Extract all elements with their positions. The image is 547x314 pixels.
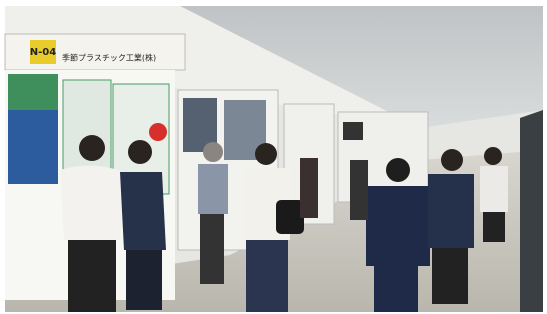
person-legs [374,266,418,312]
person-head [203,142,223,162]
photo: N-04 季節プラスチック工業(株) [0,0,547,314]
person-body [120,172,166,250]
person-legs [126,250,162,310]
bag [276,200,304,234]
person-head [484,147,502,165]
person-head [255,143,277,165]
booth-name: 季節プラスチック工業(株) [62,53,156,63]
badge [149,123,167,141]
person-body [60,165,124,240]
person-legs [432,248,468,304]
person-head [441,149,463,171]
poster [63,80,111,180]
person-head [79,135,105,161]
person-body [480,166,508,212]
screen [343,122,363,140]
person [350,160,368,220]
person-legs [200,214,224,284]
person-legs [246,240,288,312]
person [300,158,318,218]
person-body [428,174,474,248]
person-head [386,158,410,182]
person-legs [68,240,116,312]
poster-image [8,110,58,184]
right-wall [520,110,543,312]
person-body [198,164,228,214]
person-legs [483,212,505,242]
person-head [128,140,152,164]
booth-number: N-04 [30,47,56,58]
person-body [366,186,430,266]
